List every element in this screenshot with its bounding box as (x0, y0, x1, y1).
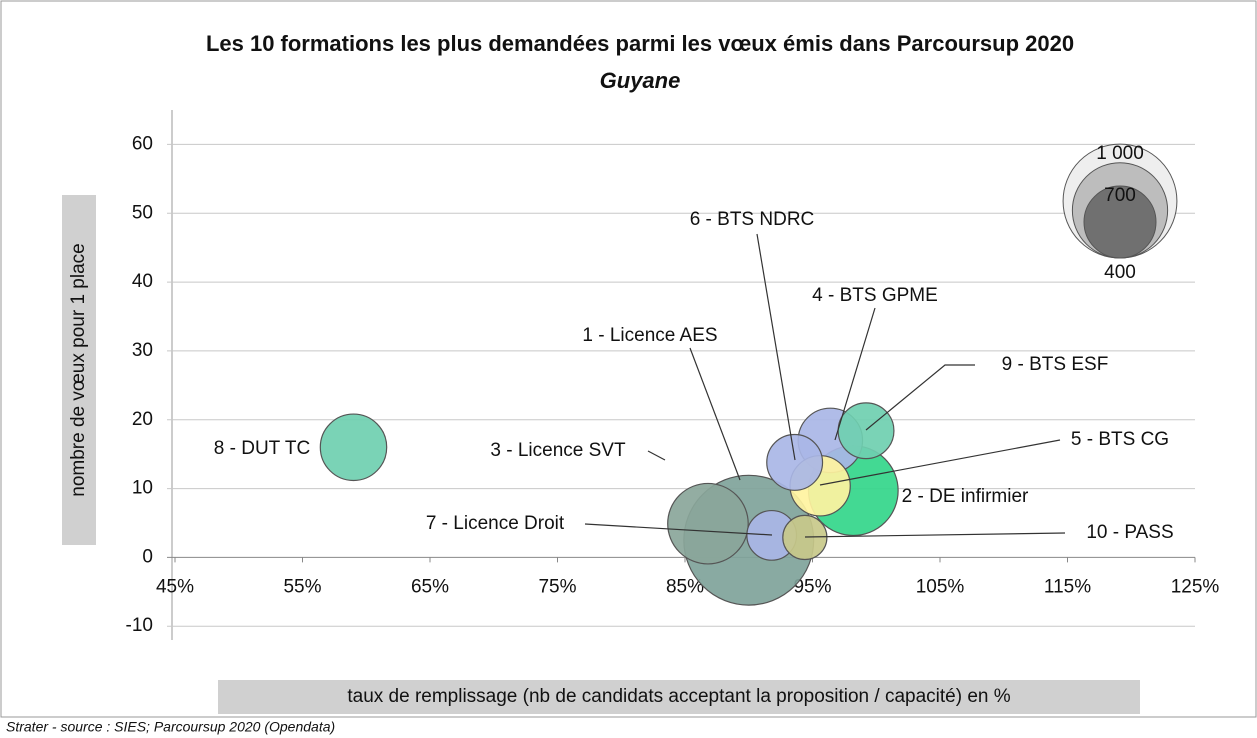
size-legend-label: 700 (1104, 185, 1136, 206)
chart-title: Les 10 formations les plus demandées par… (206, 31, 1074, 56)
y-label-bg (62, 195, 96, 545)
x-label-bg (218, 680, 1140, 714)
leader-line (865, 364, 975, 431)
y-tick-label: -10 (126, 615, 153, 636)
bubble-label: 4 - BTS GPME (812, 285, 938, 306)
x-tick-label: 65% (411, 576, 449, 597)
y-tick-label: 60 (132, 133, 153, 154)
bubble-label: 8 - DUT TC (214, 438, 310, 459)
frame (0, 0, 1257, 718)
bubble-label: 1 - Licence AES (582, 325, 717, 346)
bubble-label: 7 - Licence Droit (426, 513, 565, 534)
bubble-label: 5 - BTS CG (1071, 429, 1169, 450)
x-axis-label: taux de remplissage (nb de candidats acc… (347, 686, 1010, 707)
x-tick-label: 45% (156, 576, 194, 597)
bubble (667, 482, 749, 565)
leader-line (756, 233, 796, 461)
y-tick-label: 50 (132, 202, 153, 223)
bubble-label: 3 - Licence SVT (490, 440, 626, 461)
bubble-label: 2 - DE infirmier (902, 486, 1029, 507)
y-tick-label: 0 (142, 546, 153, 567)
x-tick-label: 95% (793, 576, 831, 597)
leader-line (834, 307, 876, 441)
chart-subtitle: Guyane (600, 68, 681, 93)
y-tick-label: 20 (132, 409, 153, 430)
leader-line (689, 347, 741, 481)
x-tick-label: 85% (666, 576, 704, 597)
x-tick-label: 55% (283, 576, 321, 597)
leader-line (647, 450, 666, 461)
size-legend-label: 1 000 (1096, 143, 1144, 164)
size-legend-circle (1083, 185, 1157, 259)
bubble (782, 514, 828, 561)
bubble-label: 10 - PASS (1086, 522, 1173, 543)
leader-line (584, 523, 773, 536)
y-tick-label: 40 (132, 271, 153, 292)
x-tick-label: 125% (1171, 576, 1220, 597)
x-tick-label: 75% (538, 576, 576, 597)
bubble (837, 402, 895, 460)
leader-line (819, 439, 1061, 486)
source: Strater - source : SIES; Parcoursup 2020… (6, 719, 335, 735)
bubble-label: 9 - BTS ESF (1002, 354, 1109, 375)
x-tick-label: 115% (1044, 576, 1091, 597)
leader-line (804, 532, 1066, 538)
y-axis-label: nombre de vœux pour 1 place (68, 243, 89, 496)
x-tick-label: 105% (916, 576, 965, 597)
bubble (319, 413, 388, 482)
bubble (766, 433, 824, 491)
y-tick-label: 10 (132, 478, 153, 499)
y-tick-label: 30 (132, 340, 153, 361)
bubble-label: 6 - BTS NDRC (690, 209, 815, 230)
size-legend-label: 400 (1104, 262, 1136, 283)
